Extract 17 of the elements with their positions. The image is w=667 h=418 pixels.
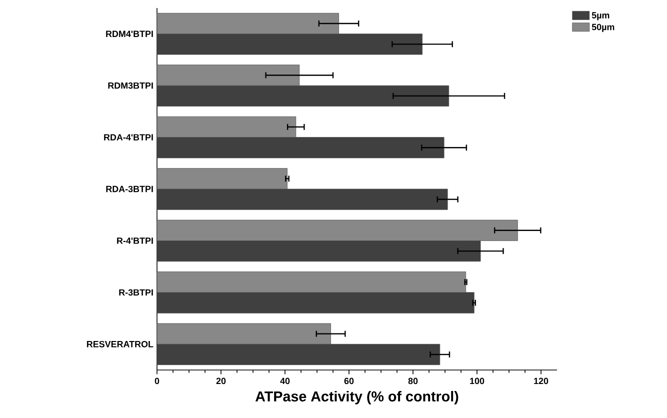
y-tick-label: RDA-4'BTPI bbox=[104, 134, 153, 140]
x-tick-label: 40 bbox=[280, 378, 290, 384]
x-tick-label: 100 bbox=[470, 378, 484, 384]
y-tick-label: R-3BTPI bbox=[119, 289, 153, 296]
x-axis-title: ATPase Activity (% of control) bbox=[255, 390, 458, 404]
legend-label: 5µm bbox=[592, 12, 610, 20]
x-tick-label: 120 bbox=[534, 378, 548, 384]
legend-label: 50µm bbox=[592, 24, 614, 32]
y-tick-label: R-4'BTPI bbox=[117, 238, 153, 244]
x-tick-label: 0 bbox=[154, 378, 160, 384]
y-tick-label: RDM3BTPI bbox=[108, 82, 153, 89]
y-tick-label: RDA-3BTPI bbox=[106, 186, 153, 192]
x-tick-label: 60 bbox=[344, 378, 354, 384]
x-tick-label: 80 bbox=[408, 378, 418, 384]
y-tick-label: RESVERATROL bbox=[86, 340, 154, 348]
x-tick-label: 20 bbox=[216, 378, 226, 384]
y-tick-label: RDM4'BTPI bbox=[106, 30, 153, 37]
